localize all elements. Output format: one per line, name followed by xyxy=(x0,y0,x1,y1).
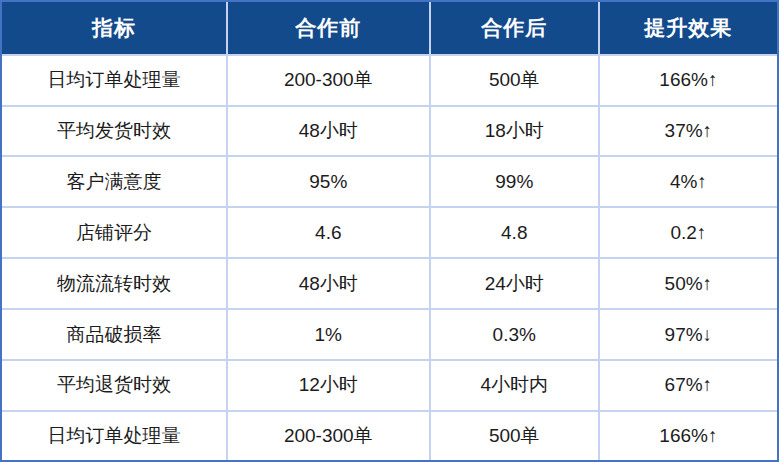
column-header-before: 合作前 xyxy=(227,2,430,55)
table-row: 物流流转时效 48小时 24小时 50%↑ xyxy=(2,258,777,309)
cell-indicator: 店铺评分 xyxy=(2,207,227,258)
cell-indicator: 日均订单处理量 xyxy=(2,411,227,460)
cell-before: 4.6 xyxy=(227,207,430,258)
table-row: 店铺评分 4.6 4.8 0.2↑ xyxy=(2,207,777,258)
metrics-table: 指标 合作前 合作后 提升效果 日均订单处理量 200-300单 500单 16… xyxy=(2,2,777,460)
table-row: 商品破损率 1% 0.3% 97%↓ xyxy=(2,309,777,360)
table-row: 平均发货时效 48小时 18小时 37%↑ xyxy=(2,106,777,157)
cell-improvement: 4%↑ xyxy=(599,156,777,207)
cell-improvement: 50%↑ xyxy=(599,258,777,309)
table-row: 平均退货时效 12小时 4小时内 67%↑ xyxy=(2,360,777,411)
cell-before: 95% xyxy=(227,156,430,207)
cell-after: 0.3% xyxy=(430,309,599,360)
cell-after: 18小时 xyxy=(430,106,599,157)
cell-improvement: 67%↑ xyxy=(599,360,777,411)
column-header-improvement: 提升效果 xyxy=(599,2,777,55)
cell-after: 500单 xyxy=(430,55,599,106)
cell-before: 48小时 xyxy=(227,106,430,157)
table-row: 日均订单处理量 200-300单 500单 166%↑ xyxy=(2,55,777,106)
cell-improvement: 166%↑ xyxy=(599,55,777,106)
cell-after: 4小时内 xyxy=(430,360,599,411)
cell-before: 48小时 xyxy=(227,258,430,309)
cell-indicator: 平均发货时效 xyxy=(2,106,227,157)
cell-indicator: 客户满意度 xyxy=(2,156,227,207)
column-header-after: 合作后 xyxy=(430,2,599,55)
column-header-indicator: 指标 xyxy=(2,2,227,55)
cell-improvement: 166%↑ xyxy=(599,411,777,460)
cell-after: 99% xyxy=(430,156,599,207)
cell-after: 4.8 xyxy=(430,207,599,258)
cell-indicator: 商品破损率 xyxy=(2,309,227,360)
table-row: 日均订单处理量 200-300单 500单 166%↑ xyxy=(2,411,777,460)
cell-improvement: 37%↑ xyxy=(599,106,777,157)
cell-before: 200-300单 xyxy=(227,411,430,460)
cell-indicator: 平均退货时效 xyxy=(2,360,227,411)
cell-after: 24小时 xyxy=(430,258,599,309)
table-row: 客户满意度 95% 99% 4%↑ xyxy=(2,156,777,207)
cell-indicator: 物流流转时效 xyxy=(2,258,227,309)
metrics-comparison-table: 指标 合作前 合作后 提升效果 日均订单处理量 200-300单 500单 16… xyxy=(0,0,779,462)
cell-before: 200-300单 xyxy=(227,55,430,106)
cell-before: 12小时 xyxy=(227,360,430,411)
cell-indicator: 日均订单处理量 xyxy=(2,55,227,106)
cell-improvement: 0.2↑ xyxy=(599,207,777,258)
cell-before: 1% xyxy=(227,309,430,360)
cell-after: 500单 xyxy=(430,411,599,460)
cell-improvement: 97%↓ xyxy=(599,309,777,360)
header-row: 指标 合作前 合作后 提升效果 xyxy=(2,2,777,55)
